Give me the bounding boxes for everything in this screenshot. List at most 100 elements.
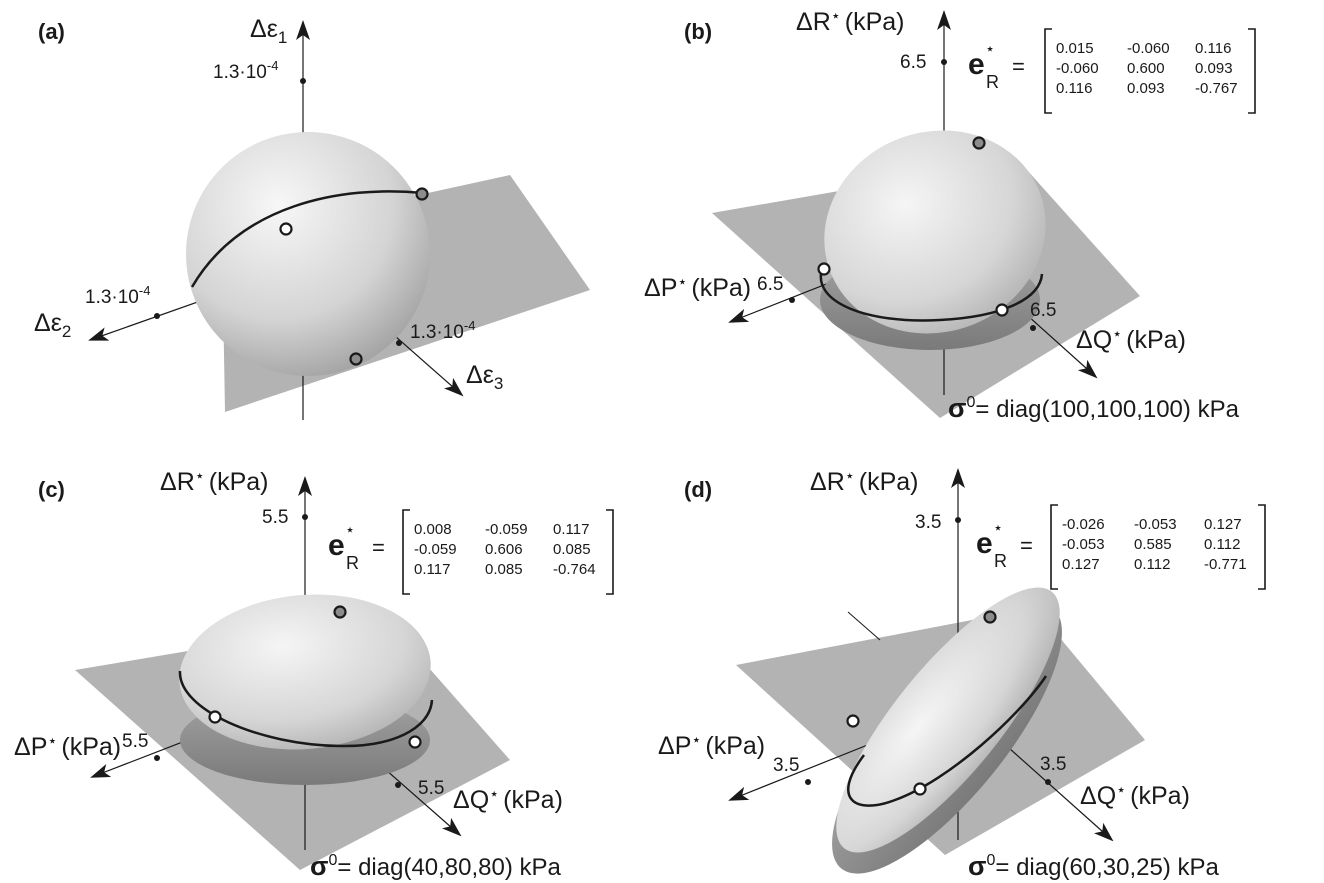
panel-c-vertical-axis-label: ΔR⋆ (kPa) — [160, 468, 269, 496]
panel-d-open-marker — [913, 782, 927, 796]
panel-d-m22: -0.771 — [1204, 556, 1247, 573]
panel-d-right-axis — [999, 739, 1114, 842]
panel-c-matrix-e: e — [328, 529, 345, 562]
panel-c-left-tick-label: 5.5 — [122, 731, 148, 752]
panel-d-intersection-curve — [847, 675, 1048, 807]
panel-a: (a) 1.3·10-4 1.3·10-4 1.3·10-4 Δε1 Δε2 Δ… — [34, 15, 590, 420]
panel-c-right-tick-dot — [395, 782, 401, 788]
panel-c-letter: (c) — [38, 477, 65, 502]
panel-c-right-axis-label: ΔQ⋆ (kPa) — [453, 786, 563, 814]
panel-b-m12: 0.093 — [1195, 60, 1233, 77]
panel-b-matrix-label: e ⋆ R = — [968, 41, 1025, 92]
panel-a-open-marker — [279, 222, 293, 236]
panel-d-ellipsoid — [836, 587, 1060, 853]
panel-b-matrix-e: e — [968, 48, 985, 81]
panel-b-m10: -0.060 — [1056, 60, 1099, 77]
panel-a-right-tick-label: 1.3·10-4 — [410, 318, 475, 343]
panel-b-filled-marker — [972, 136, 986, 150]
panel-c: (c) 5.5 5.5 5.5 ΔR⋆ (kPa) ΔP⋆ (kPa) ΔQ⋆ (kP… — [14, 468, 614, 881]
panel-c-right-tick-label: 5.5 — [418, 778, 444, 799]
panel-b-intersection-curve — [819, 268, 1044, 322]
panel-d-right-tick-dot — [1045, 779, 1051, 785]
panel-c-matrix-equals: = — [372, 535, 385, 560]
panel-b-m02: 0.116 — [1195, 40, 1231, 57]
panel-b-left-tick-label: 6.5 — [757, 274, 783, 295]
panel-b-matrix-star: ⋆ — [985, 41, 995, 58]
panel-b-m20: 0.116 — [1056, 80, 1092, 97]
panel-d-back-axis — [847, 611, 881, 641]
panel-d-left-tick-dot — [805, 779, 811, 785]
panel-c-vertical-tick-label: 5.5 — [262, 507, 288, 528]
panel-b-right-tick-label: 6.5 — [1030, 300, 1056, 321]
panel-a-vertical-axis-label: Δε1 — [250, 15, 287, 47]
panel-b-vertical-tick-label: 6.5 — [900, 52, 926, 73]
panel-b-matrix-right-bracket — [1248, 28, 1256, 114]
panel-d-left-axis-label: ΔP⋆ (kPa) — [658, 732, 765, 760]
panel-b-matrix-equals: = — [1012, 54, 1025, 79]
panel-c-matrix-star: ⋆ — [345, 522, 355, 539]
panel-c-m21: 0.085 — [485, 561, 523, 578]
panel-d-vertical-tick-label: 3.5 — [915, 512, 941, 533]
panel-c-sigma-label: σ0= diag(40,80,80) kPa — [310, 851, 562, 881]
panel-c-matrix-right-bracket — [606, 509, 614, 595]
panel-a-vertical-tick-label: 1.3·10-4 — [213, 58, 278, 83]
panel-c-m22: -0.764 — [553, 561, 596, 578]
panel-d-matrix-equals: = — [1020, 533, 1033, 558]
panel-c-m00: 0.008 — [414, 521, 452, 538]
panel-c-matrix-left-bracket — [402, 509, 410, 595]
panel-a-filled-marker — [415, 187, 429, 201]
panel-b-left-axis-label: ΔP⋆ (kPa) — [644, 274, 751, 302]
panel-b-left-tick-dot — [789, 297, 795, 303]
panel-c-open-marker-2 — [408, 735, 422, 749]
panel-b-vertical-axis-label: ΔR⋆ (kPa) — [796, 8, 905, 36]
panel-c-m11: 0.606 — [485, 541, 523, 558]
panel-c-intersection-curve — [178, 670, 434, 748]
panel-b-open-marker — [817, 262, 831, 276]
panel-d-m11: 0.585 — [1134, 536, 1172, 553]
panel-d-m20: 0.127 — [1062, 556, 1100, 573]
panel-a-right-tick-dot — [396, 340, 402, 346]
panel-c-m01: -0.059 — [485, 521, 528, 538]
panel-b-vertical-tick-dot — [941, 59, 947, 65]
panel-d-m00: -0.026 — [1062, 516, 1105, 533]
panel-d-matrix-e: e — [976, 527, 993, 560]
panel-b-ellipsoid — [824, 130, 1046, 334]
panel-c-ellipsoid — [179, 594, 431, 750]
panel-d-filled-marker — [983, 610, 997, 624]
panel-d-m02: 0.127 — [1204, 516, 1242, 533]
panel-d-matrix-right-bracket — [1258, 504, 1266, 590]
panel-a-right-axis-label: Δε3 — [466, 361, 503, 393]
panel-b-right-axis-label: ΔQ⋆ (kPa) — [1076, 326, 1186, 354]
panel-a-sphere — [186, 132, 430, 376]
panel-c-m02: 0.117 — [553, 521, 589, 538]
panel-b-open-marker-2 — [995, 303, 1009, 317]
panel-b-m21: 0.093 — [1127, 80, 1165, 97]
panel-b-letter: (b) — [684, 19, 712, 44]
panel-c-vertical-tick-dot — [302, 514, 308, 520]
panel-b-m00: 0.015 — [1056, 40, 1094, 57]
panel-a-vertical-tick-dot — [300, 78, 306, 84]
panel-c-m20: 0.117 — [414, 561, 450, 578]
panel-d-m12: 0.112 — [1204, 536, 1240, 553]
panel-c-open-marker — [208, 710, 222, 724]
panel-d-left-tick-label: 3.5 — [773, 755, 799, 776]
panel-d-right-axis-label: ΔQ⋆ (kPa) — [1080, 782, 1190, 810]
panel-a-intersection-curve — [190, 190, 424, 288]
panel-b-m11: 0.600 — [1127, 60, 1165, 77]
panel-d-open-marker-back — [846, 714, 860, 728]
panel-d-letter: (d) — [684, 477, 712, 502]
panel-b: (b) 6.5 6.5 6.5 ΔR⋆ (kPa) ΔP⋆ (kPa) ΔQ⋆ (kP… — [644, 8, 1256, 423]
panel-c-m12: 0.085 — [553, 541, 591, 558]
panel-d-left-axis — [728, 739, 881, 801]
panel-d-matrix-star: ⋆ — [993, 520, 1003, 537]
panel-d-matrix-sub: R — [994, 551, 1007, 571]
panel-c-matrix-label: e ⋆ R = — [328, 522, 385, 573]
panel-b-sigma-label: σ0= diag(100,100,100) kPa — [948, 393, 1240, 423]
panel-a-filled-marker-lower — [349, 352, 363, 366]
panel-d-vertical-tick-dot — [955, 517, 961, 523]
panel-b-matrix-left-bracket — [1044, 28, 1052, 114]
panel-d-m21: 0.112 — [1134, 556, 1170, 573]
panel-d: (d) 3.5 3.5 3.5 ΔR⋆ (kPa) ΔP⋆ (kPa) ΔQ⋆ (kP… — [658, 468, 1266, 881]
panel-a-letter: (a) — [38, 19, 65, 44]
